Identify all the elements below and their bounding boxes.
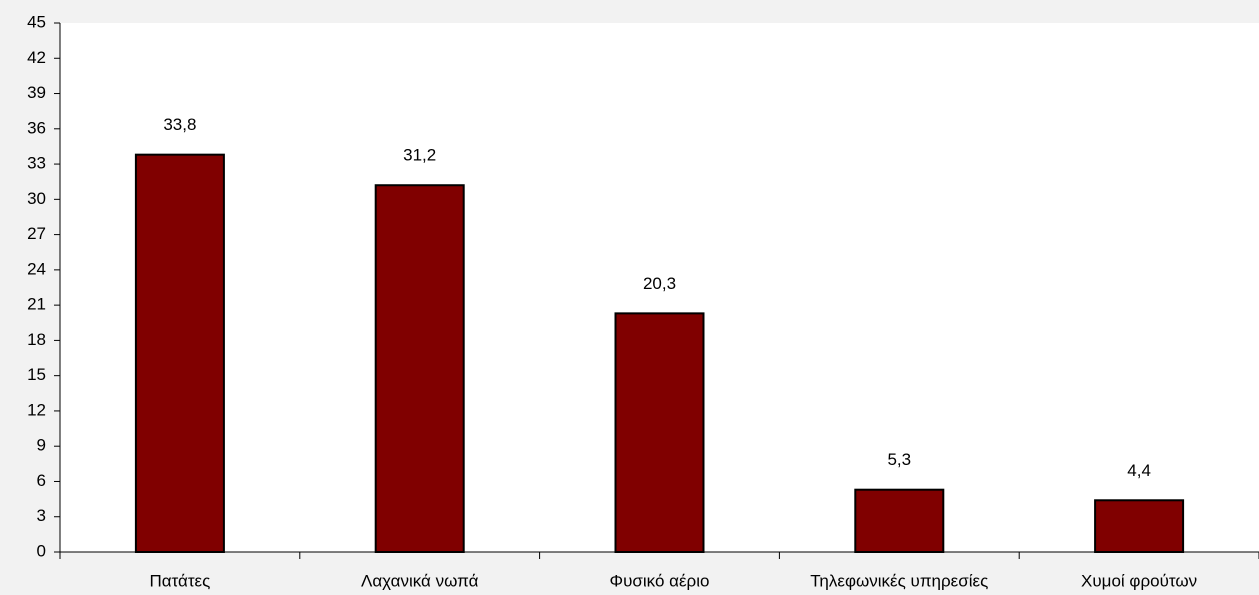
y-tick-label: 30	[27, 189, 46, 208]
bar	[1094, 499, 1185, 553]
y-tick-label: 39	[27, 83, 46, 102]
y-tick-label: 15	[27, 365, 46, 384]
y-tick-label: 3	[37, 506, 46, 525]
y-tick-label: 21	[27, 295, 46, 314]
y-tick-label: 6	[37, 471, 46, 490]
bar	[374, 184, 465, 554]
y-tick-label: 12	[27, 400, 46, 419]
y-tick-label: 45	[27, 12, 46, 31]
x-tick-label: Τηλεφωνικές υπηρεσίες	[810, 571, 988, 590]
x-tick-label: Λαχανικά νωπά	[361, 571, 479, 590]
value-label: 5,3	[887, 450, 911, 469]
y-tick-label: 24	[27, 259, 46, 278]
bar	[614, 312, 705, 553]
value-label: 4,4	[1127, 461, 1151, 480]
y-tick-label: 9	[37, 436, 46, 455]
x-tick-label: Πατάτες	[149, 571, 210, 590]
bar	[134, 153, 225, 553]
bar	[854, 488, 945, 553]
y-tick-label: 33	[27, 154, 46, 173]
y-tick-label: 27	[27, 224, 46, 243]
y-tick-label: 42	[27, 48, 46, 67]
value-label: 31,2	[403, 146, 436, 165]
value-label: 20,3	[643, 274, 676, 293]
y-tick-label: 18	[27, 330, 46, 349]
x-tick-label: Φυσικό αέριο	[610, 571, 710, 590]
x-tick-label: Χυμοί φρούτων	[1081, 571, 1197, 590]
y-tick-label: 0	[37, 541, 46, 560]
value-label: 33,8	[163, 115, 196, 134]
y-tick-label: 36	[27, 118, 46, 137]
